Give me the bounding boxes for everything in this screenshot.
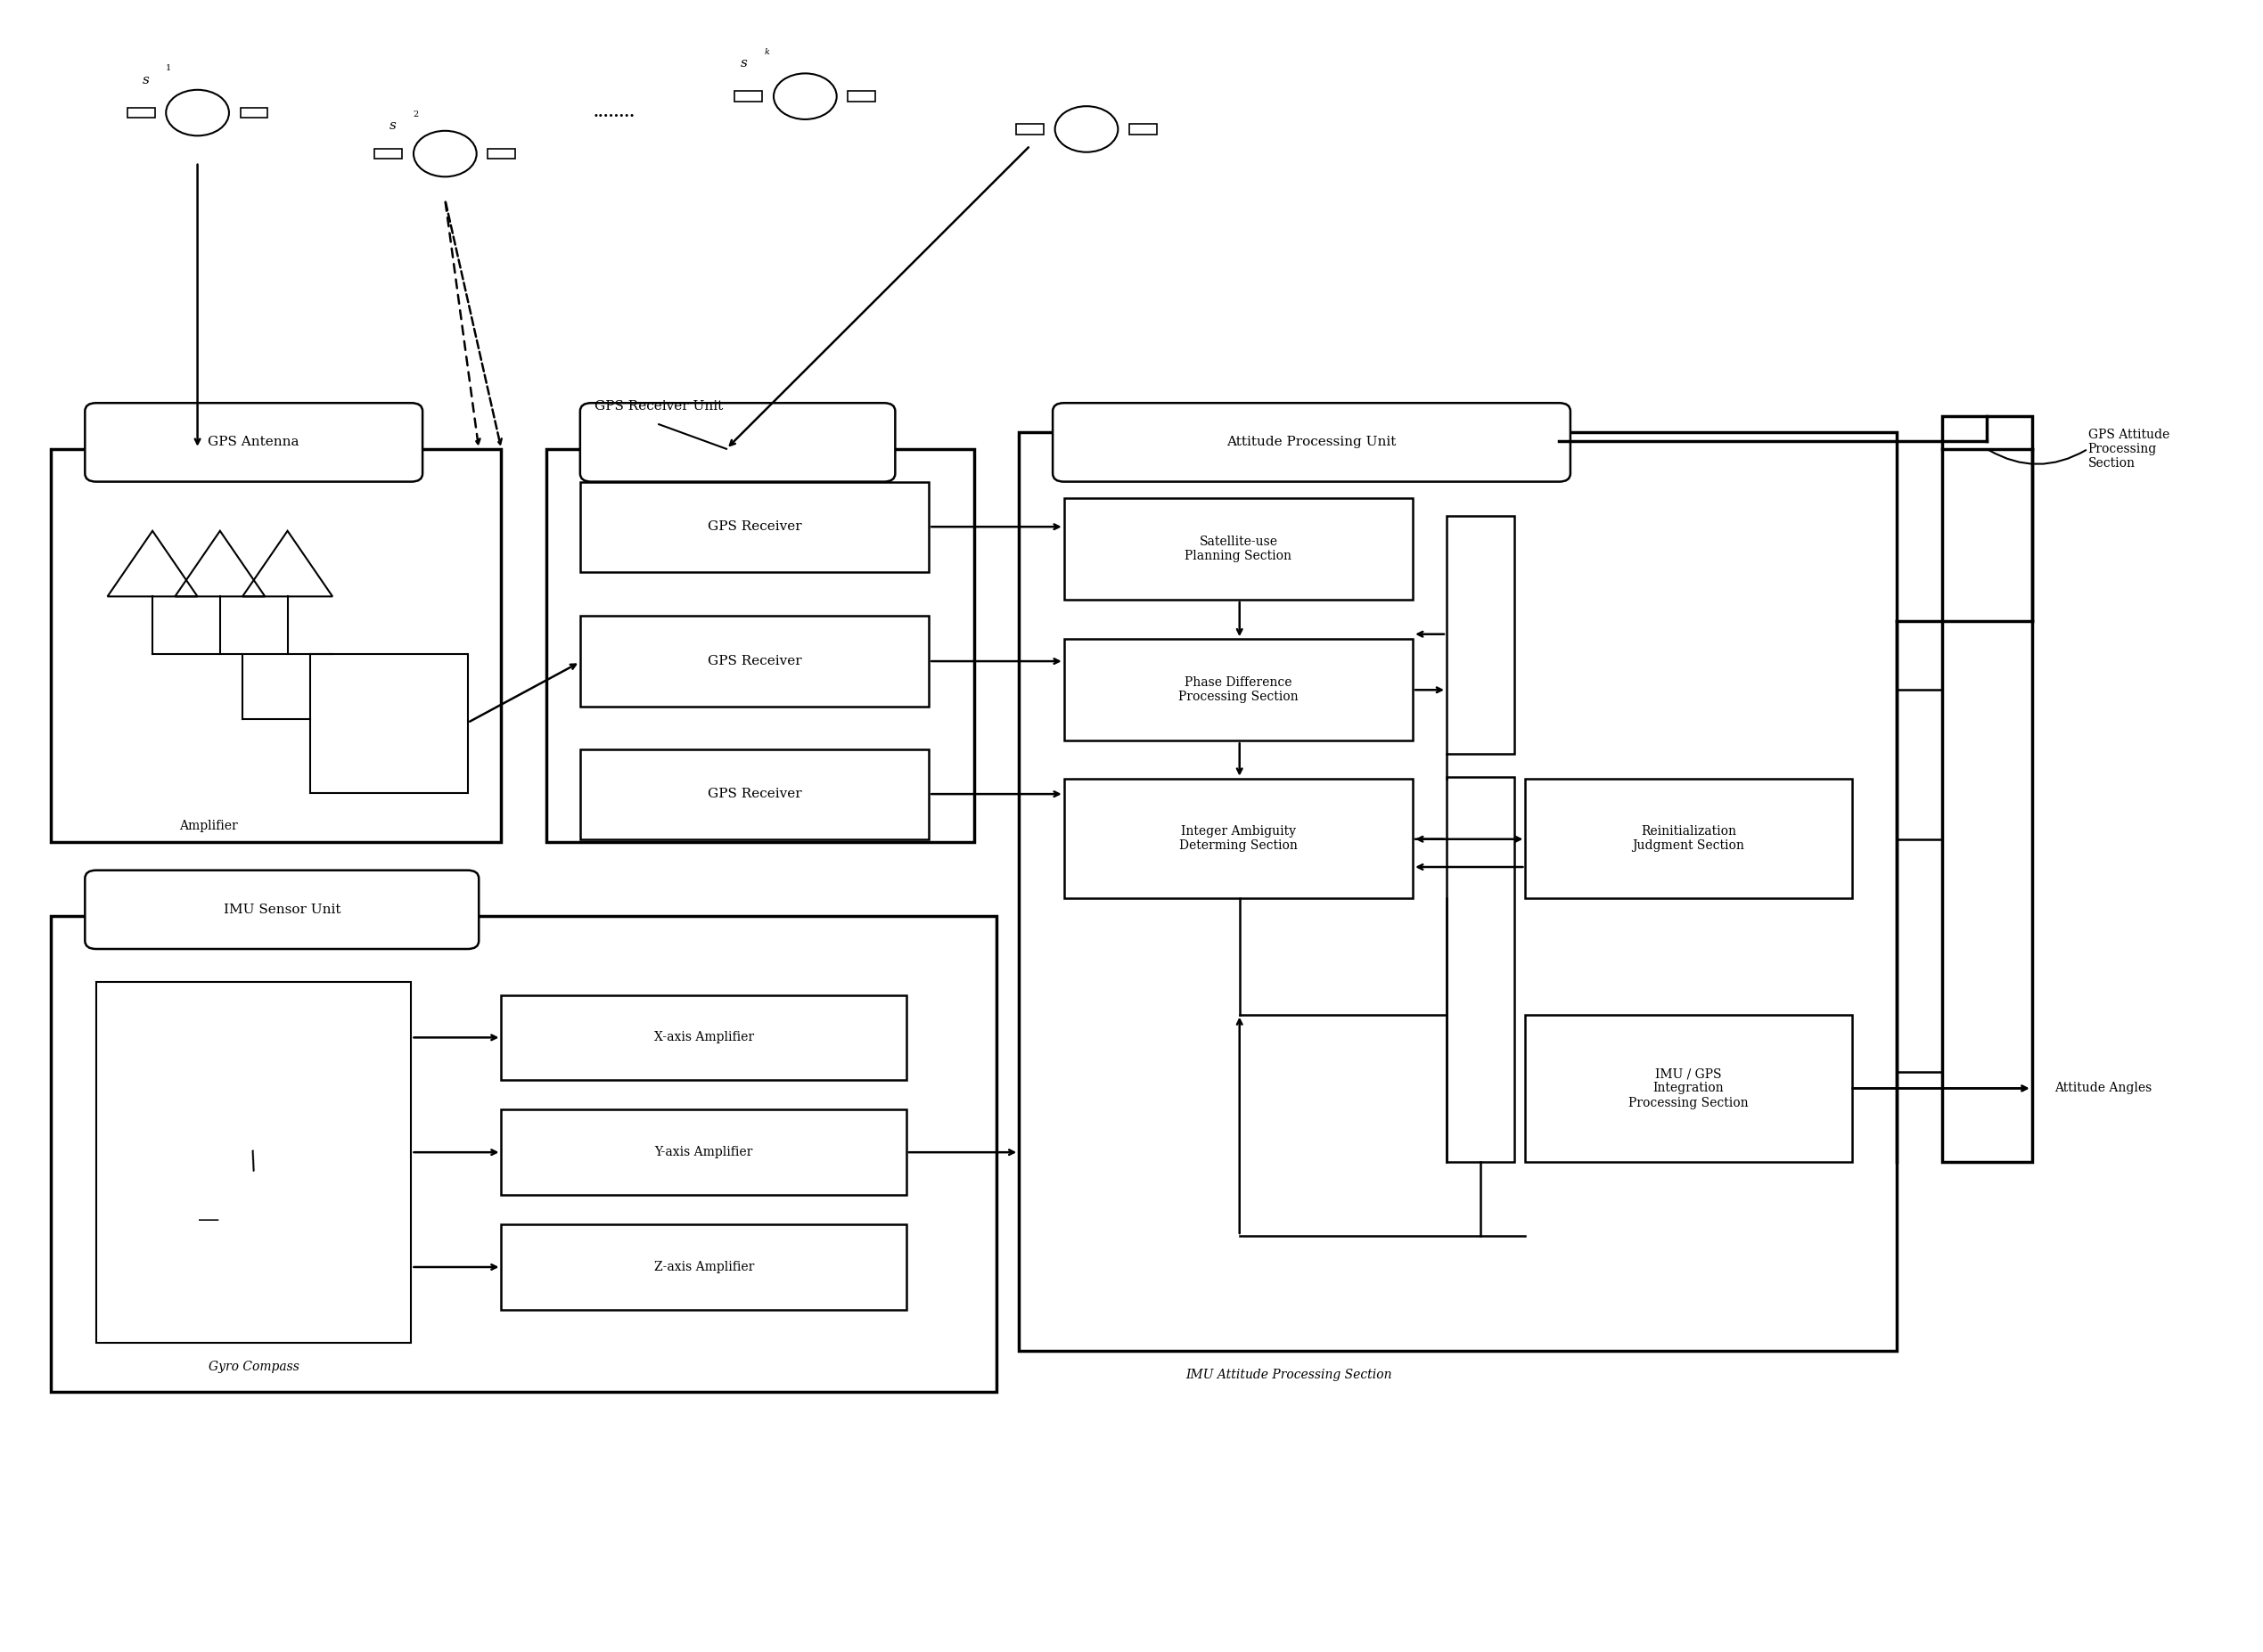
Bar [127, 107, 154, 117]
Text: GPS Receiver: GPS Receiver [708, 520, 801, 534]
Bar [579, 616, 928, 707]
Text: s: s [143, 74, 149, 86]
Bar [1446, 515, 1514, 753]
Bar [579, 748, 928, 839]
Text: IMU Attitude Processing Section: IMU Attitude Processing Section [1186, 1370, 1392, 1381]
FancyBboxPatch shape [1052, 403, 1571, 482]
Text: Gyro Compass: Gyro Compass [208, 1361, 299, 1373]
Text: 2: 2 [414, 111, 419, 119]
Bar [502, 1110, 907, 1194]
Bar [97, 981, 412, 1343]
Text: k: k [765, 48, 769, 56]
Text: Attitude Processing Unit: Attitude Processing Unit [1227, 436, 1396, 449]
Bar [52, 449, 502, 843]
Bar [1018, 433, 1896, 1351]
FancyBboxPatch shape [86, 403, 423, 482]
FancyBboxPatch shape [579, 403, 896, 482]
Text: Amplifier: Amplifier [179, 819, 238, 833]
Text: IMU Sensor Unit: IMU Sensor Unit [224, 904, 339, 915]
Bar [849, 91, 876, 101]
Text: ―: ― [199, 1211, 220, 1229]
Text: Integer Ambiguity
Determing Section: Integer Ambiguity Determing Section [1179, 824, 1297, 852]
Bar [376, 149, 403, 159]
Text: Attitude Angles: Attitude Angles [2055, 1082, 2152, 1095]
Bar [1064, 497, 1412, 600]
Bar [1446, 776, 1514, 1161]
Text: ........: ........ [593, 106, 636, 121]
Bar [1525, 778, 1851, 899]
Bar [545, 449, 973, 843]
Text: 1: 1 [165, 64, 172, 73]
Text: Satellite-use
Planning Section: Satellite-use Planning Section [1186, 535, 1292, 562]
Text: X-axis Amplifier: X-axis Amplifier [654, 1031, 754, 1044]
Bar [735, 91, 763, 101]
Bar [1064, 778, 1412, 899]
Bar [310, 654, 468, 793]
FancyBboxPatch shape [86, 871, 480, 948]
Text: IMU / GPS
Integration
Processing Section: IMU / GPS Integration Processing Section [1629, 1067, 1749, 1108]
Text: Z-axis Amplifier: Z-axis Amplifier [654, 1260, 754, 1274]
Text: Phase Difference
Processing Section: Phase Difference Processing Section [1179, 676, 1299, 704]
Text: s: s [740, 58, 747, 69]
Text: GPS Attitude
Processing
Section: GPS Attitude Processing Section [2089, 428, 2170, 469]
Bar [502, 1224, 907, 1310]
Text: GPS Receiver Unit: GPS Receiver Unit [595, 400, 724, 413]
Bar [52, 917, 996, 1391]
Bar [1129, 124, 1156, 134]
Bar [1942, 416, 2032, 1161]
Bar [1064, 639, 1412, 740]
Text: s: s [389, 119, 396, 132]
Bar [579, 482, 928, 572]
Text: /: / [247, 1150, 263, 1175]
Bar [502, 995, 907, 1080]
Text: Y-axis Amplifier: Y-axis Amplifier [654, 1146, 754, 1158]
Text: GPS Receiver: GPS Receiver [708, 654, 801, 667]
Bar [489, 149, 516, 159]
Bar [1016, 124, 1043, 134]
Bar [240, 107, 267, 117]
Text: GPS Receiver: GPS Receiver [708, 788, 801, 800]
Text: Reinitialization
Judgment Section: Reinitialization Judgment Section [1632, 824, 1745, 852]
Bar [1525, 1014, 1851, 1161]
Text: GPS Antenna: GPS Antenna [208, 436, 299, 449]
